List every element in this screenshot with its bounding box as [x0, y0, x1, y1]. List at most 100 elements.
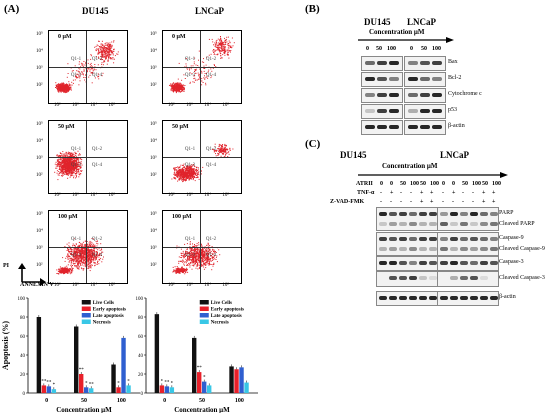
protein-band [408, 61, 418, 65]
lane-label: 50 [421, 46, 427, 52]
quadrant-label: Q1-4 [205, 162, 217, 168]
y-tick-label: 10⁵ [36, 212, 43, 217]
protein-band [408, 125, 418, 129]
legend-swatch [81, 319, 91, 324]
x-category-label: 100 [117, 398, 126, 404]
quadrant-label: Q1-2 [205, 236, 217, 242]
y-tick-label: 80 [20, 316, 26, 321]
protein-band [420, 77, 430, 81]
lane-value: + [420, 199, 424, 205]
quadrant-label: Q1-3 [184, 162, 196, 168]
y-tick-label: 10⁵ [36, 32, 43, 37]
axis-annexin-label: ANNEXIN V [20, 282, 54, 288]
bar-y-axis-label: Apoptosis (%) [1, 321, 10, 370]
x-tick-label: 10⁵ [108, 283, 116, 288]
dose-label: 50 μM [58, 124, 75, 130]
bar-live-cells [229, 366, 234, 393]
x-tick-label: 10² [54, 283, 61, 288]
bar-x-axis-label: Concentration μM [56, 406, 112, 413]
protein-band [365, 61, 375, 65]
cleaved-band [450, 247, 458, 251]
x-tick-label: 10³ [72, 103, 79, 108]
quadrant-gate-horizontal [163, 247, 241, 248]
x-tick-label: 10⁴ [204, 193, 212, 198]
protein-band [399, 212, 407, 216]
legend-label: Necrosis [93, 321, 111, 326]
panel-a-letter: (A) [4, 3, 20, 15]
significance-marker: ** [41, 379, 47, 384]
protein-band [399, 261, 407, 265]
axis-pi-label: PI [3, 263, 9, 269]
quadrant-label: Q1-1 [184, 56, 196, 62]
protein-band [440, 212, 448, 216]
protein-band [490, 261, 498, 265]
bar-early-apoptosis [197, 372, 202, 393]
protein-band [389, 77, 399, 81]
lane-value: - [472, 199, 474, 205]
lane-value: + [420, 190, 424, 196]
protein-band [480, 212, 488, 216]
protein-label: Cleaved Caspase-3 [499, 275, 545, 281]
dose-label: 0 μM [172, 34, 186, 40]
y-tick-label: 10³ [36, 66, 43, 72]
x-tick-label: 10³ [186, 283, 193, 288]
panel-c-col-lncap: LNCaP [440, 150, 469, 160]
cleaved-band [480, 247, 488, 251]
x-tick-label: 10³ [186, 103, 193, 108]
row-label-zvad: Z-VAD-FMK [330, 199, 365, 205]
quadrant-label: Q1-1 [184, 236, 196, 242]
lane-value: + [430, 199, 434, 205]
lane-label: 0 [410, 46, 413, 52]
quadrant-label: Q1-1 [70, 146, 82, 152]
protein-band [490, 212, 498, 216]
protein-band [399, 276, 407, 280]
panel-a-col-lncap: LNCaP [195, 6, 224, 16]
x-tick-label: 10² [168, 193, 175, 198]
protein-label: Caspase-3 [499, 259, 524, 265]
protein-band [420, 125, 430, 129]
protein-band [365, 77, 375, 81]
bar-early-apoptosis [41, 385, 47, 393]
blot-strip [404, 56, 446, 71]
panel-a-col-du145: DU145 [82, 6, 109, 16]
quadrant-label: Q1-3 [70, 72, 82, 78]
protein-band [409, 237, 417, 241]
protein-band [440, 261, 448, 265]
protein-band [419, 296, 427, 300]
quadrant-label: Q1-2 [91, 56, 103, 62]
x-tick-label: 10³ [72, 193, 79, 198]
protein-band [460, 261, 468, 265]
blot-strip [361, 56, 403, 71]
protein-band [419, 237, 427, 241]
protein-band [419, 276, 427, 280]
cleaved-band [490, 222, 498, 226]
y-tick-label: 40 [20, 354, 26, 359]
protein-band [460, 276, 468, 280]
lane-value: - [410, 199, 412, 205]
y-tick-label: 10⁴ [36, 49, 43, 55]
x-tick-label: 10² [54, 193, 61, 198]
y-tick-label: 10⁵ [150, 32, 157, 37]
bar-early-apoptosis [79, 374, 84, 393]
x-tick-label: 10⁴ [90, 103, 98, 108]
blot-strip [376, 207, 438, 231]
bar-necrosis [207, 385, 212, 393]
protein-band [480, 261, 488, 265]
lane-value: - [472, 190, 474, 196]
blot-strip [437, 232, 499, 256]
significance-marker: ** [89, 382, 95, 387]
dose-label: 0 μM [58, 34, 72, 40]
cleaved-band [429, 247, 437, 251]
quadrant-gate-horizontal [163, 157, 241, 158]
quadrant-label: Q1-3 [70, 252, 82, 258]
blot-strip [361, 88, 403, 103]
lane-label: 100 [432, 46, 441, 52]
protein-band [420, 93, 430, 97]
protein-band [365, 93, 375, 97]
lane-value: - [462, 199, 464, 205]
lane-value: 0 [390, 181, 393, 187]
bar-late-apoptosis [46, 386, 52, 393]
x-category-label: 50 [81, 398, 87, 404]
